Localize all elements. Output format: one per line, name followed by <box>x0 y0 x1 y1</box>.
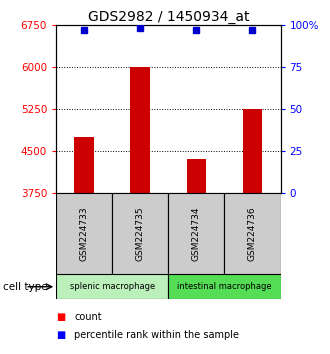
Text: ■: ■ <box>56 312 65 322</box>
Text: splenic macrophage: splenic macrophage <box>70 282 155 291</box>
Bar <box>130 67 150 193</box>
Text: count: count <box>74 312 102 322</box>
Bar <box>56 193 112 274</box>
Bar <box>224 193 280 274</box>
Text: ■: ■ <box>56 330 65 339</box>
Bar <box>186 159 206 193</box>
Text: GSM224736: GSM224736 <box>248 206 257 261</box>
Text: intestinal macrophage: intestinal macrophage <box>177 282 272 291</box>
Bar <box>56 274 168 299</box>
Bar <box>112 193 168 274</box>
Bar <box>168 193 224 274</box>
Text: GSM224734: GSM224734 <box>192 206 201 261</box>
Text: GSM224735: GSM224735 <box>136 206 145 261</box>
Bar <box>243 109 262 193</box>
Title: GDS2982 / 1450934_at: GDS2982 / 1450934_at <box>87 10 249 24</box>
Bar <box>168 274 280 299</box>
Text: percentile rank within the sample: percentile rank within the sample <box>74 330 239 339</box>
Text: cell type: cell type <box>3 282 48 292</box>
Text: GSM224733: GSM224733 <box>80 206 89 261</box>
Bar <box>74 137 94 193</box>
